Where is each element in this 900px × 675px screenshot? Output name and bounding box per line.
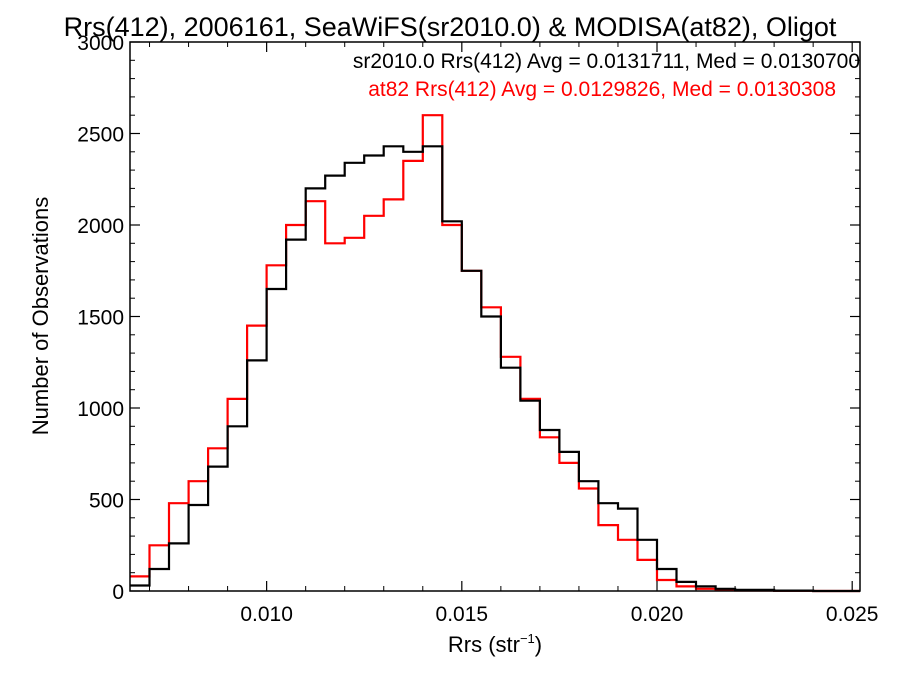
- x-tick-label: 0.015: [436, 603, 489, 626]
- y-tick-label: 1500: [77, 307, 124, 330]
- y-tick-label: 500: [89, 490, 124, 513]
- legend-entry-sr2010: sr2010.0 Rrs(412) Avg = 0.0131711, Med =…: [353, 50, 860, 73]
- series-line-at82: [130, 114, 860, 593]
- x-tick-label: 0.025: [826, 603, 879, 626]
- x-axis-label-main: Rrs (str: [448, 632, 520, 657]
- chart-title: Rrs(412), 2006161, SeaWiFS(sr2010.0) & M…: [64, 12, 837, 42]
- series-line-sr2010-0: [130, 145, 860, 593]
- series-layer: [130, 114, 860, 593]
- x-tick-label: 0.020: [631, 603, 684, 626]
- x-axis-label-superscript: −1: [520, 631, 535, 646]
- y-axis-label: Number of Observations: [28, 197, 53, 435]
- x-axis-label-end: ): [535, 632, 542, 657]
- legend-entry-at82: at82 Rrs(412) Avg = 0.0129826, Med = 0.0…: [368, 78, 836, 101]
- axis-ticks: 0.010 0.015 0.020 0.025 0 500 1000 1500 2000 2500…: [77, 32, 878, 626]
- x-axis-label: Rrs (str−1): [448, 631, 542, 657]
- y-tick-label: 3000: [77, 32, 124, 55]
- y-tick-label: 2500: [77, 124, 124, 147]
- y-tick-label: 0: [112, 581, 124, 604]
- y-tick-label: 1000: [77, 398, 124, 421]
- x-tick-label: 0.010: [240, 603, 293, 626]
- y-tick-label: 2000: [77, 215, 124, 238]
